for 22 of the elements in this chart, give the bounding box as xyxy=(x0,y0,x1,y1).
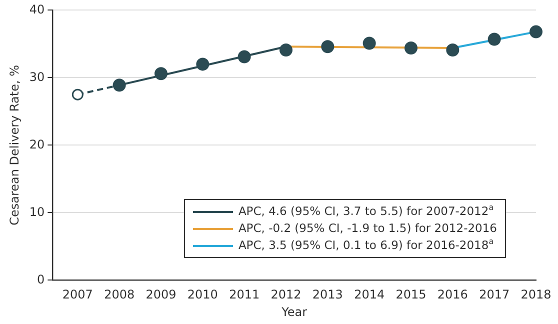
legend-label: APC, -0.2 (95% CI, -1.9 to 1.5) for 2012-2016 xyxy=(238,220,497,237)
x-tick-label: 2009 xyxy=(146,288,176,302)
x-tick-label: 2012 xyxy=(270,288,302,302)
x-axis-title: Year xyxy=(280,304,308,319)
x-tick-label: 2013 xyxy=(312,288,343,302)
x-tick-label: 2007 xyxy=(62,288,93,302)
y-tick-label: 20 xyxy=(29,137,45,152)
y-tick-label: 0 xyxy=(37,272,45,286)
y-tick-label: 40 xyxy=(29,2,45,16)
x-tick-label: 2018 xyxy=(520,288,552,302)
y-axis-title: Cesarean Delivery Rate, % xyxy=(7,65,22,226)
legend-label: APC, 3.5 (95% CI, 0.1 to 6.9) for 2016-2018$^{a}$ xyxy=(238,237,494,254)
x-tick-label: 2010 xyxy=(187,288,218,302)
x-tick-label: 2014 xyxy=(354,288,385,302)
x-tick-label: 2008 xyxy=(104,288,135,302)
x-tick-label: 2015 xyxy=(396,288,426,302)
x-tick-label: 2017 xyxy=(479,288,510,302)
y-tick-label: 10 xyxy=(29,204,45,219)
x-tick-label: 2016 xyxy=(437,288,468,302)
legend-label: APC, 4.6 (95% CI, 3.7 to 5.5) for 2007-2012$^{a}$ xyxy=(238,203,494,220)
y-tick-label: 30 xyxy=(29,70,45,84)
x-tick-label: 2011 xyxy=(229,288,260,302)
